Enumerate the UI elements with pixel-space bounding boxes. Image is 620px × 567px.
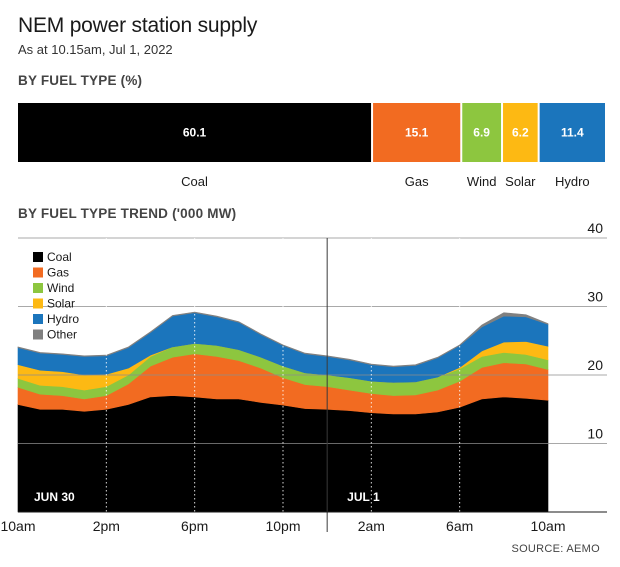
x-tick-label: 6pm — [181, 518, 208, 534]
y-tick-label: 40 — [587, 220, 603, 236]
trend-chart-title: BY FUEL TYPE TREND ('000 MW) — [18, 206, 237, 221]
day-label: JUN 30 — [34, 490, 75, 504]
bar-value-label-solar: 6.2 — [512, 126, 529, 140]
legend-swatch-wind — [33, 283, 43, 293]
y-tick-label: 20 — [587, 357, 603, 373]
x-tick-label: 10am — [530, 518, 565, 534]
legend-swatch-other — [33, 329, 43, 340]
bar-category-label-solar: Solar — [505, 174, 536, 189]
x-tick-label: 10pm — [265, 518, 300, 534]
fuel-share-bar-chart: 60.1 Coal 15.1 Gas 6.9 Wind 6.2 Solar 11.4 Hydro — [18, 103, 605, 189]
bar-segment-wind — [462, 103, 502, 162]
bar-category-label-wind: Wind — [467, 174, 497, 189]
legend-label-other: Other — [47, 328, 77, 342]
y-tick-label: 30 — [587, 289, 603, 305]
y-tick-label: 10 — [587, 426, 603, 442]
x-tick-label: 2pm — [93, 518, 120, 534]
bar-category-label-coal: Coal — [181, 174, 208, 189]
page-subtitle: As at 10.15am, Jul 1, 2022 — [18, 42, 173, 57]
source-note: SOURCE: AEMO — [511, 543, 600, 555]
legend-swatch-gas — [33, 267, 43, 278]
bar-segment-hydro — [539, 103, 605, 162]
page-title: NEM power station supply — [18, 14, 258, 37]
bar-segment-gas — [373, 103, 461, 162]
bar-category-label-gas: Gas — [405, 174, 429, 189]
bar-value-label-hydro: 11.4 — [561, 126, 584, 140]
bar-chart-title: BY FUEL TYPE (%) — [18, 73, 143, 88]
legend-swatch-coal — [33, 252, 43, 262]
legend-label-gas: Gas — [47, 266, 69, 280]
legend-label-coal: Coal — [47, 250, 72, 264]
bar-category-label-hydro: Hydro — [555, 174, 590, 189]
day-label: JUL 1 — [347, 490, 380, 504]
bar-segment-coal — [18, 103, 372, 162]
legend-swatch-solar — [33, 298, 43, 309]
x-tick-label: 6am — [446, 518, 473, 534]
legend-swatch-hydro — [33, 314, 43, 324]
legend-label-hydro: Hydro — [47, 312, 79, 326]
area-series-other — [17, 311, 549, 368]
bar-value-label-wind: 6.9 — [473, 126, 490, 140]
legend-label-solar: Solar — [47, 297, 75, 311]
bar-value-label-gas: 15.1 — [405, 126, 429, 140]
bar-value-label-coal: 60.1 — [183, 126, 207, 140]
bar-segment-solar — [503, 103, 538, 162]
legend-label-wind: Wind — [47, 281, 74, 295]
x-tick-label: 2am — [358, 518, 385, 534]
x-tick-label: 10am — [0, 518, 35, 534]
